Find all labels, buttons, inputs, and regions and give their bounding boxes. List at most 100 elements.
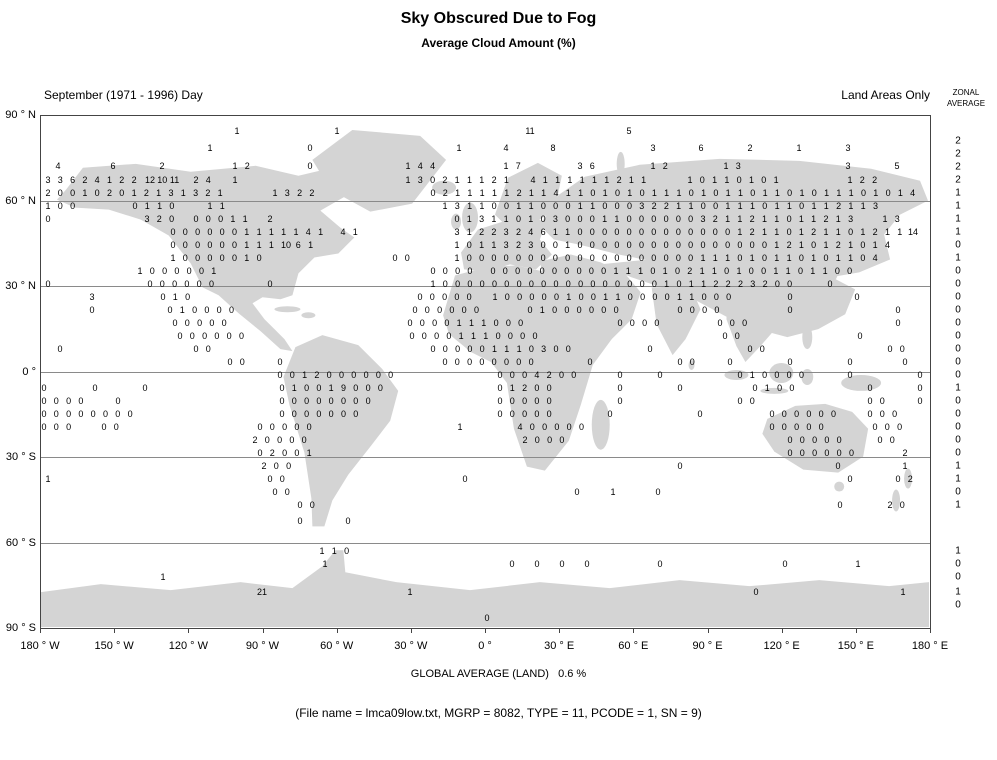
map-border bbox=[40, 115, 931, 629]
grid-value: 0 bbox=[66, 409, 72, 419]
grid-value: 0 bbox=[159, 279, 165, 289]
grid-value: 6 bbox=[589, 161, 595, 171]
grid-value: 2 bbox=[261, 461, 267, 471]
zonal-average-value: 2 bbox=[955, 174, 961, 186]
grid-value: 0 bbox=[879, 396, 885, 406]
grid-value: 0 bbox=[227, 357, 233, 367]
grid-value: 0 bbox=[216, 305, 222, 315]
grid-value: 3 bbox=[735, 161, 741, 171]
grid-value: 0 bbox=[454, 214, 460, 224]
grid-value: 0 bbox=[559, 435, 565, 445]
grid-value: 1 bbox=[491, 188, 498, 198]
zonal-average-value: 0 bbox=[955, 356, 961, 368]
grid-value: 0 bbox=[167, 305, 173, 315]
grid-value: 1 bbox=[725, 201, 731, 211]
grid-value: 3 bbox=[650, 143, 656, 153]
latitude-label: 30 ° N bbox=[5, 280, 36, 292]
grid-value: 1 bbox=[281, 227, 287, 237]
grid-value: 0 bbox=[899, 500, 905, 510]
grid-value: 0 bbox=[45, 214, 51, 224]
grid-value: 0 bbox=[279, 383, 285, 393]
grid-value: 0 bbox=[737, 240, 743, 250]
grid-value: 0 bbox=[781, 409, 787, 419]
grid-value: 0 bbox=[207, 227, 213, 237]
longitude-tick bbox=[633, 628, 635, 633]
grid-value: 0 bbox=[797, 266, 804, 276]
grid-value: 0 bbox=[769, 409, 775, 419]
grid-value: 3 bbox=[541, 344, 547, 354]
grid-value: 0 bbox=[113, 422, 119, 432]
grid-value: 0 bbox=[491, 279, 498, 289]
grid-value: 4 bbox=[94, 175, 100, 185]
grid-value: 0 bbox=[257, 422, 263, 432]
grid-value: 0 bbox=[193, 344, 199, 354]
grid-value: 1 bbox=[170, 253, 176, 263]
grid-value: 0 bbox=[461, 305, 467, 315]
grid-value: 2 bbox=[45, 188, 51, 198]
grid-value: 0 bbox=[515, 214, 522, 224]
grid-value: 1 bbox=[591, 175, 598, 185]
grid-value: 1 bbox=[610, 487, 616, 497]
grid-value: 0 bbox=[565, 344, 571, 354]
grid-value: 0 bbox=[193, 214, 199, 224]
grid-value: 1 bbox=[539, 305, 545, 315]
grid-value: 0 bbox=[589, 214, 595, 224]
grid-value: 0 bbox=[377, 383, 383, 393]
grid-value: 0 bbox=[504, 292, 510, 302]
grid-value: 0 bbox=[522, 409, 528, 419]
ireland-landmass bbox=[451, 213, 462, 230]
grid-value: 1 bbox=[723, 161, 729, 171]
grid-value: 1 bbox=[848, 253, 854, 263]
latitude-label: 0 ° bbox=[22, 365, 36, 378]
grid-value: 0 bbox=[565, 279, 571, 289]
grid-value: 1 bbox=[157, 201, 163, 211]
grid-value: 0 bbox=[277, 370, 283, 380]
grid-value: 0 bbox=[442, 292, 448, 302]
grid-value: 3 bbox=[168, 188, 174, 198]
grid-value: 0 bbox=[495, 331, 501, 341]
grid-value: 0 bbox=[638, 227, 645, 237]
grid-value: 1 bbox=[810, 266, 816, 276]
grid-value: 1 bbox=[664, 279, 670, 289]
longitude-tick bbox=[114, 628, 116, 633]
grid-value: 0 bbox=[712, 240, 718, 250]
grid-value: 0 bbox=[551, 266, 558, 276]
grid-value: 0 bbox=[899, 344, 905, 354]
longitude-tick bbox=[188, 628, 190, 633]
latitude-label: 60 ° S bbox=[5, 536, 36, 549]
grid-value: 1 bbox=[860, 227, 866, 237]
grid-value: 5 bbox=[626, 126, 632, 136]
longitude-tick bbox=[559, 628, 561, 633]
grid-value: 0 bbox=[617, 370, 623, 380]
grid-value: 0 bbox=[256, 253, 262, 263]
grid-value: 1 bbox=[773, 175, 779, 185]
grid-value: 0 bbox=[231, 253, 238, 263]
grid-value: 0 bbox=[231, 227, 238, 237]
grid-value: 0 bbox=[198, 266, 205, 276]
grid-value: 0 bbox=[917, 396, 923, 406]
latitude-gridline bbox=[40, 542, 930, 544]
grid-value: 0 bbox=[727, 357, 733, 367]
grid-value: 1 bbox=[160, 572, 166, 582]
grid-value: 2 bbox=[297, 188, 303, 198]
grid-value: 0 bbox=[762, 370, 768, 380]
grid-value: 0 bbox=[94, 188, 100, 198]
zonal-average-value: 0 bbox=[955, 434, 961, 446]
grid-value: 0 bbox=[552, 305, 558, 315]
grid-value: 1 bbox=[302, 370, 308, 380]
grid-value: 0 bbox=[781, 422, 787, 432]
grid-value: 1 bbox=[565, 240, 571, 250]
grid-value: 0 bbox=[794, 409, 800, 419]
grid-value: 0 bbox=[442, 344, 448, 354]
zonal-average-value: 0 bbox=[955, 343, 961, 355]
grid-value: 2 bbox=[267, 214, 273, 224]
grid-value: 0 bbox=[353, 383, 359, 393]
grid-value: 1 bbox=[509, 383, 515, 393]
grid-value: 1 bbox=[567, 175, 573, 185]
grid-value: 1 bbox=[650, 161, 656, 171]
grid-value: 0 bbox=[602, 201, 608, 211]
grid-value: 1 bbox=[319, 546, 325, 556]
grid-value: 0 bbox=[614, 279, 621, 289]
grid-value: 1 bbox=[774, 227, 780, 237]
grid-value: 0 bbox=[174, 266, 180, 276]
